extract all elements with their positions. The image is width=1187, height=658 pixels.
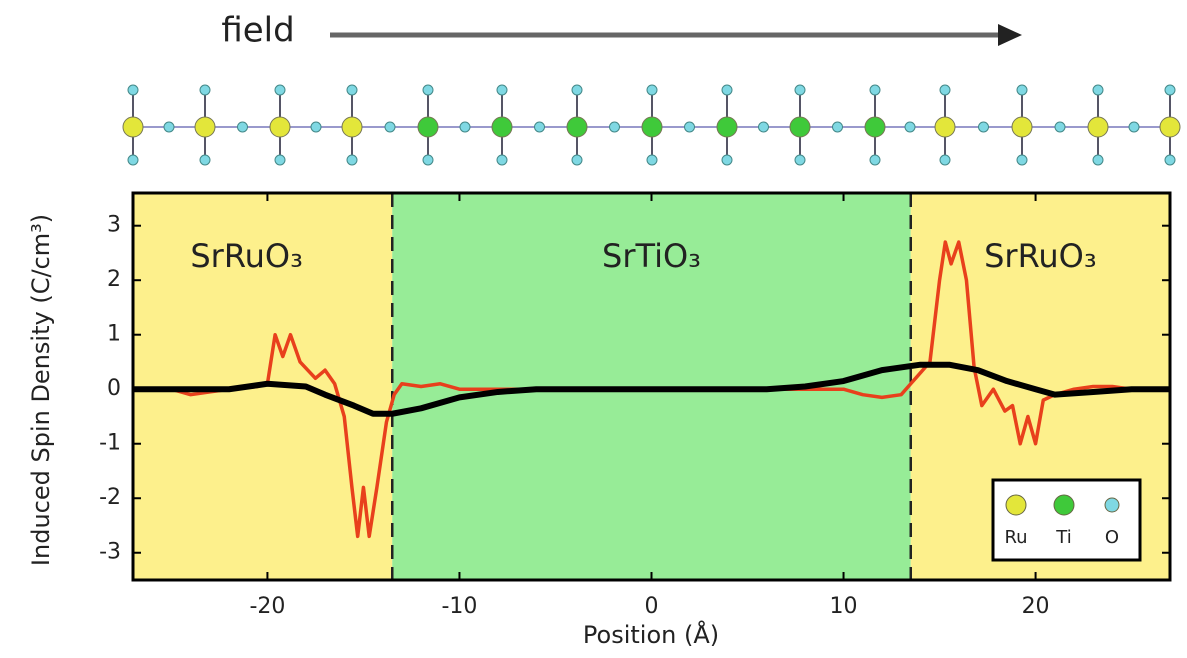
- x-axis-label: Position (Å): [583, 620, 719, 649]
- o-atom: [384, 121, 396, 133]
- o-atom: [904, 121, 916, 133]
- x-tick-label: 10: [830, 594, 858, 619]
- atom: [716, 116, 738, 138]
- o-atom: [534, 121, 545, 133]
- arrow-head: [998, 24, 1022, 46]
- legend-swatch: [1005, 494, 1027, 516]
- y-axis-label: Induced Spin Density (C/cm³): [27, 214, 55, 566]
- o-atom: [609, 121, 620, 133]
- atom: [934, 116, 956, 138]
- o-atom: [939, 154, 951, 166]
- legend-label: Ti: [1055, 527, 1071, 548]
- o-atom: [422, 84, 434, 96]
- o-atom: [199, 84, 211, 96]
- o-atom: [163, 121, 175, 133]
- atom: [1011, 116, 1033, 138]
- atom: [864, 116, 886, 138]
- x-tick-label: -20: [249, 594, 285, 619]
- o-atom: [1054, 121, 1066, 133]
- o-atom: [199, 154, 211, 166]
- o-atom: [346, 154, 358, 166]
- o-atom: [1092, 154, 1104, 166]
- region-label: SrTiO₃: [602, 237, 701, 275]
- atom: [1159, 116, 1181, 138]
- atom: [122, 116, 144, 138]
- o-atom: [1016, 154, 1028, 166]
- legend-label: O: [1105, 527, 1119, 548]
- o-atom: [571, 84, 583, 96]
- series-line: [133, 361, 1170, 417]
- atom: [641, 116, 663, 138]
- o-atom: [1164, 84, 1176, 96]
- o-atom: [127, 154, 139, 166]
- y-tick-label: -1: [99, 431, 121, 456]
- legend-label: Ru: [1004, 527, 1027, 548]
- o-atom: [422, 154, 434, 166]
- o-atom: [978, 121, 989, 133]
- o-atom: [1128, 121, 1140, 133]
- o-atom: [346, 84, 358, 96]
- o-atom: [496, 84, 508, 96]
- atom: [269, 116, 291, 138]
- o-atom: [869, 154, 881, 166]
- o-atom: [646, 84, 658, 96]
- y-tick-label: 1: [107, 322, 121, 347]
- y-tick-label: -2: [99, 485, 121, 510]
- o-atom: [571, 154, 583, 166]
- o-atom: [274, 154, 286, 166]
- o-atom: [721, 154, 733, 166]
- atom: [1087, 116, 1109, 138]
- x-tick-label: 0: [645, 594, 659, 619]
- atom: [194, 116, 216, 138]
- o-atom: [459, 121, 471, 133]
- atom: [341, 116, 363, 138]
- o-atom: [758, 121, 769, 133]
- o-atom: [1016, 84, 1028, 96]
- y-tick-label: -3: [99, 540, 121, 565]
- o-atom: [1092, 84, 1104, 96]
- o-atom: [646, 154, 658, 166]
- region-label: SrRuO₃: [190, 237, 303, 275]
- legend-swatch: [1104, 497, 1120, 513]
- o-atom: [832, 121, 843, 133]
- atom: [417, 116, 439, 138]
- atom: [789, 116, 811, 138]
- y-tick-label: 0: [107, 376, 121, 401]
- y-tick-label: 3: [107, 213, 121, 238]
- o-atom: [794, 84, 806, 96]
- legend-box: [991, 478, 1142, 562]
- o-atom: [310, 121, 322, 133]
- plot-frame: [131, 191, 1172, 582]
- region-label: SrRuO₃: [984, 237, 1097, 275]
- atom: [491, 116, 513, 138]
- o-atom: [1164, 154, 1176, 166]
- o-atom: [496, 154, 508, 166]
- o-atom: [939, 84, 951, 96]
- o-atom: [684, 121, 695, 133]
- o-atom: [869, 84, 881, 96]
- o-atom: [794, 154, 806, 166]
- atom: [566, 116, 588, 138]
- o-atom: [127, 84, 139, 96]
- o-atom: [274, 84, 286, 96]
- o-atom: [237, 121, 248, 133]
- o-atom: [721, 84, 733, 96]
- x-tick-label: -10: [441, 594, 477, 619]
- annotation: field: [221, 11, 294, 51]
- x-tick-label: 20: [1022, 594, 1050, 619]
- y-tick-label: 2: [107, 267, 121, 292]
- legend-swatch: [1053, 494, 1075, 516]
